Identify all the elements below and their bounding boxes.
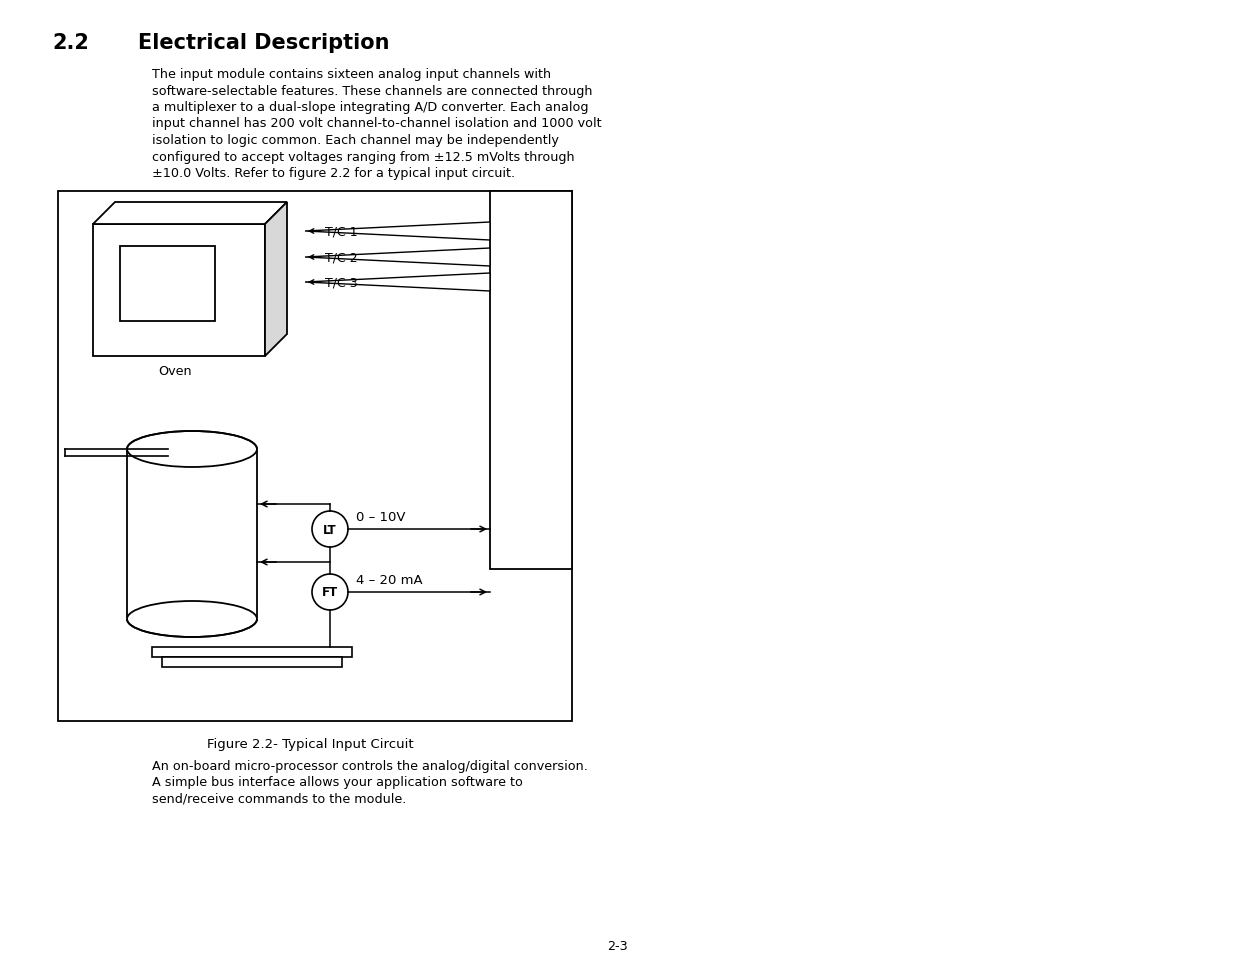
Text: Electrical Description: Electrical Description <box>138 33 389 53</box>
Text: software-selectable features. These channels are connected through: software-selectable features. These chan… <box>152 85 593 97</box>
Text: send/receive commands to the module.: send/receive commands to the module. <box>152 792 406 805</box>
Bar <box>152 647 352 658</box>
Polygon shape <box>305 274 490 292</box>
Bar <box>93 225 266 356</box>
Text: 2.2: 2.2 <box>52 33 89 53</box>
Bar <box>490 192 572 569</box>
Bar <box>58 192 572 721</box>
Text: 2-3: 2-3 <box>606 939 627 952</box>
Bar <box>162 658 342 667</box>
Text: input channel has 200 volt channel-to-channel isolation and 1000 volt: input channel has 200 volt channel-to-ch… <box>152 117 601 131</box>
Text: T/C 3: T/C 3 <box>325 276 358 289</box>
Polygon shape <box>305 249 490 267</box>
Text: a multiplexer to a dual-slope integrating A/D converter. Each analog: a multiplexer to a dual-slope integratin… <box>152 101 589 113</box>
Text: FT: FT <box>322 586 338 598</box>
Text: 0 – 10V: 0 – 10V <box>356 511 405 523</box>
Text: T/C 2: T/C 2 <box>325 252 358 264</box>
Polygon shape <box>266 203 287 356</box>
Text: configured to accept voltages ranging from ±12.5 mVolts through: configured to accept voltages ranging fr… <box>152 151 574 163</box>
Text: Oven: Oven <box>158 365 191 377</box>
Text: isolation to logic common. Each channel may be independently: isolation to logic common. Each channel … <box>152 133 559 147</box>
Circle shape <box>312 512 348 547</box>
Text: T/C 1: T/C 1 <box>325 225 358 238</box>
Text: LT: LT <box>324 523 337 536</box>
Polygon shape <box>305 223 490 241</box>
Text: A simple bus interface allows your application software to: A simple bus interface allows your appli… <box>152 776 522 789</box>
Text: 4 – 20 mA: 4 – 20 mA <box>356 574 422 586</box>
Text: The input module contains sixteen analog input channels with: The input module contains sixteen analog… <box>152 68 551 81</box>
Text: An on-board micro-processor controls the analog/digital conversion.: An on-board micro-processor controls the… <box>152 760 588 772</box>
Circle shape <box>312 575 348 610</box>
Bar <box>120 247 215 322</box>
Text: ±10.0 Volts. Refer to figure 2.2 for a typical input circuit.: ±10.0 Volts. Refer to figure 2.2 for a t… <box>152 167 515 180</box>
Polygon shape <box>93 203 287 225</box>
Text: Figure 2.2- Typical Input Circuit: Figure 2.2- Typical Input Circuit <box>206 738 414 750</box>
